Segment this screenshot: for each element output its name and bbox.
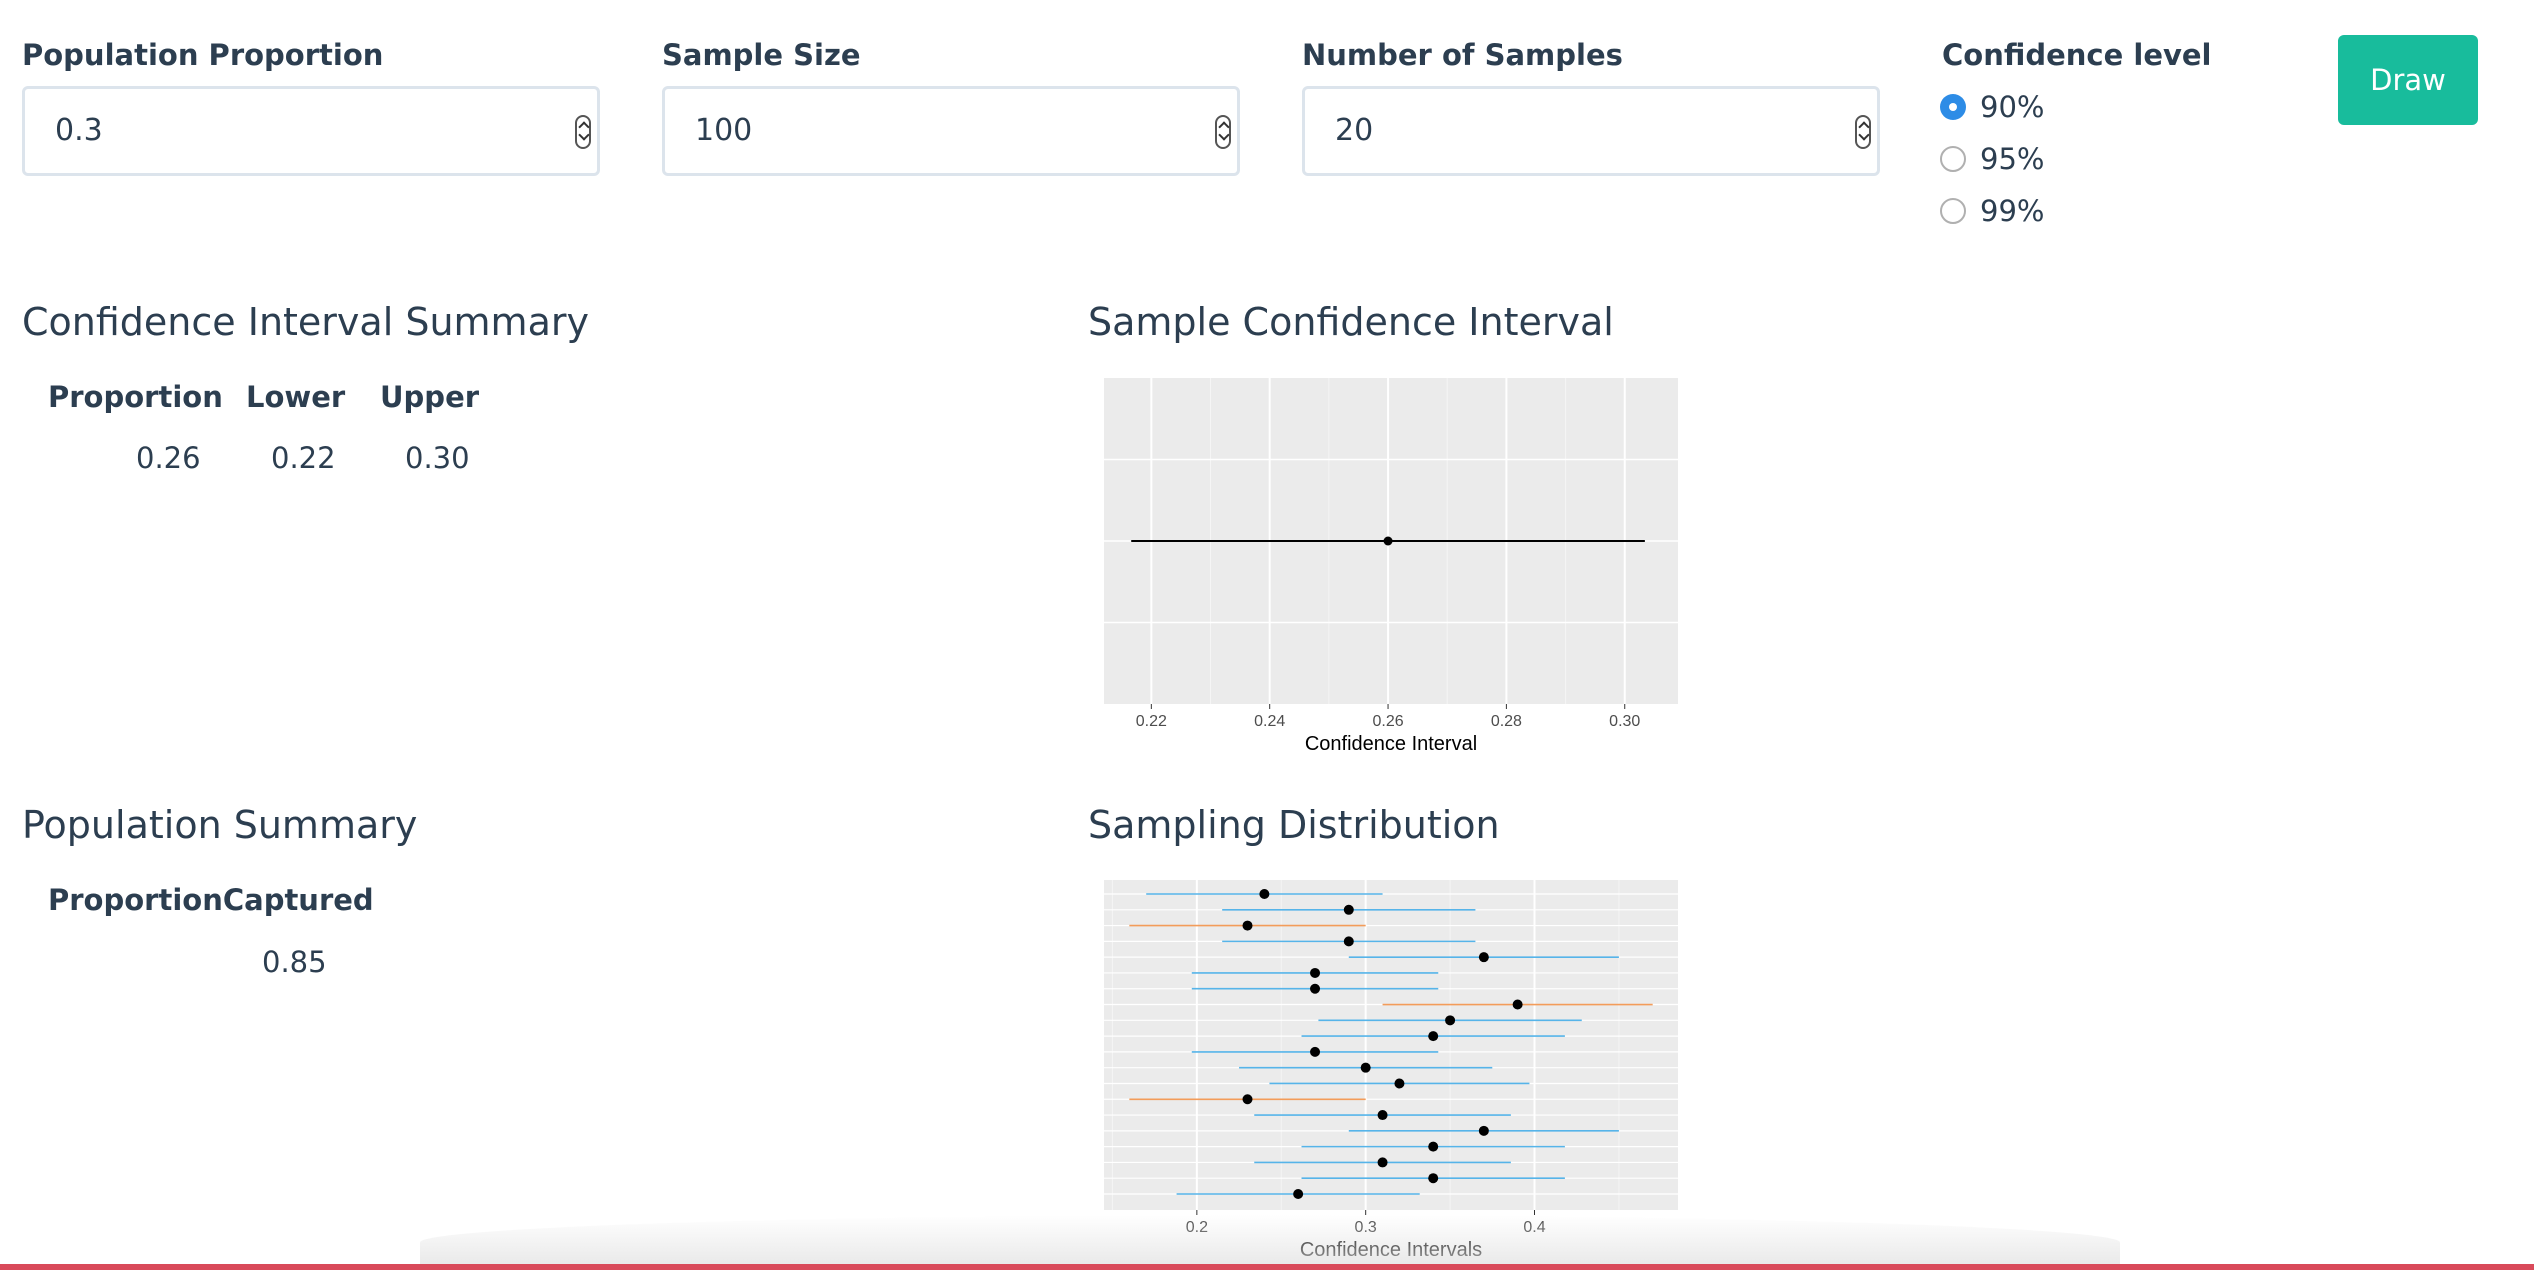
- estimate-point: [1310, 967, 1321, 978]
- sample-size-input[interactable]: 100: [662, 86, 1240, 176]
- estimate-point: [1343, 936, 1354, 947]
- x-tick-label: 0.24: [1254, 713, 1285, 730]
- number-of-samples-input[interactable]: 20: [1302, 86, 1880, 176]
- confidence-option-99[interactable]: 99%: [1940, 194, 2140, 246]
- estimate-point: [1343, 904, 1354, 915]
- ci-header-proportion: Proportion: [48, 380, 223, 414]
- x-tick-label: 0.30: [1609, 713, 1640, 730]
- estimate-point: [1478, 1125, 1489, 1136]
- estimate-point: [1394, 1078, 1405, 1089]
- estimate-point: [1512, 999, 1523, 1010]
- plot-panel: [1104, 880, 1678, 1210]
- x-tick-label: 0.26: [1372, 713, 1403, 730]
- radio-unselected-icon[interactable]: [1940, 146, 1966, 172]
- sample-size-value: 100: [695, 113, 753, 148]
- estimate-point: [1360, 1062, 1371, 1073]
- radio-selected-icon[interactable]: [1940, 94, 1966, 120]
- estimate-point: [1310, 1046, 1321, 1057]
- number-of-samples-label: Number of Samples: [1302, 38, 1623, 72]
- x-axis-label: Confidence Interval: [1305, 733, 1477, 755]
- ci-value-proportion: 0.26: [136, 441, 201, 475]
- sample-ci-chart: 0.22 0.24 0.26 0.28 0.30 Confidence Interval: [1104, 378, 1678, 755]
- estimate-point: [1310, 983, 1321, 994]
- estimate-point: [1293, 1189, 1304, 1199]
- stepper-icon[interactable]: [575, 115, 591, 149]
- confidence-option-label: 90%: [1980, 90, 2045, 124]
- radio-unselected-icon[interactable]: [1940, 198, 1966, 224]
- bottom-shadow: [420, 1215, 2120, 1270]
- estimate-point: [1377, 1157, 1388, 1168]
- sample-ci-title: Sample Confidence Interval: [1088, 300, 1614, 344]
- estimate-point: [1242, 1094, 1253, 1105]
- estimate-point: [1428, 1173, 1439, 1184]
- estimate-point: [1242, 920, 1253, 931]
- estimate-point: [1428, 1031, 1439, 1042]
- stepper-icon[interactable]: [1215, 115, 1231, 149]
- ci-summary-title: Confidence Interval Summary: [22, 300, 589, 344]
- ci-value-upper: 0.30: [405, 441, 470, 475]
- stepper-icon[interactable]: [1855, 115, 1871, 149]
- confidence-level-label: Confidence level: [1942, 38, 2212, 72]
- draw-button[interactable]: Draw: [2338, 35, 2478, 125]
- x-tick-label: 0.22: [1136, 713, 1167, 730]
- confidence-option-95[interactable]: 95%: [1940, 142, 2140, 194]
- population-proportion-label: Population Proportion: [22, 38, 384, 72]
- population-proportion-input[interactable]: 0.3: [22, 86, 600, 176]
- ci-header-upper: Upper: [380, 380, 480, 414]
- confidence-option-90[interactable]: 90%: [1940, 90, 2140, 142]
- estimate-point: [1428, 1141, 1439, 1152]
- population-summary-title: Population Summary: [22, 803, 418, 847]
- confidence-option-label: 99%: [1980, 194, 2045, 228]
- population-header-proportion-captured: ProportionCaptured: [48, 883, 374, 917]
- bottom-accent-bar: [0, 1264, 2534, 1270]
- estimate-point: [1259, 889, 1270, 899]
- sampling-distribution-chart: 0.20.30.4Confidence Intervals: [1104, 880, 1678, 1261]
- confidence-option-label: 95%: [1980, 142, 2045, 176]
- estimate-point: [1377, 1110, 1388, 1121]
- x-tick-label: 0.28: [1491, 713, 1522, 730]
- estimate-point: [1383, 536, 1393, 546]
- ci-value-lower: 0.22: [271, 441, 336, 475]
- estimate-point: [1445, 1015, 1456, 1026]
- sampling-distribution-title: Sampling Distribution: [1088, 803, 1500, 847]
- ci-header-lower: Lower: [246, 380, 346, 414]
- sample-size-label: Sample Size: [662, 38, 861, 72]
- population-proportion-value: 0.3: [55, 113, 103, 148]
- population-value-proportion-captured: 0.85: [262, 945, 327, 979]
- estimate-point: [1478, 952, 1489, 963]
- number-of-samples-value: 20: [1335, 113, 1374, 148]
